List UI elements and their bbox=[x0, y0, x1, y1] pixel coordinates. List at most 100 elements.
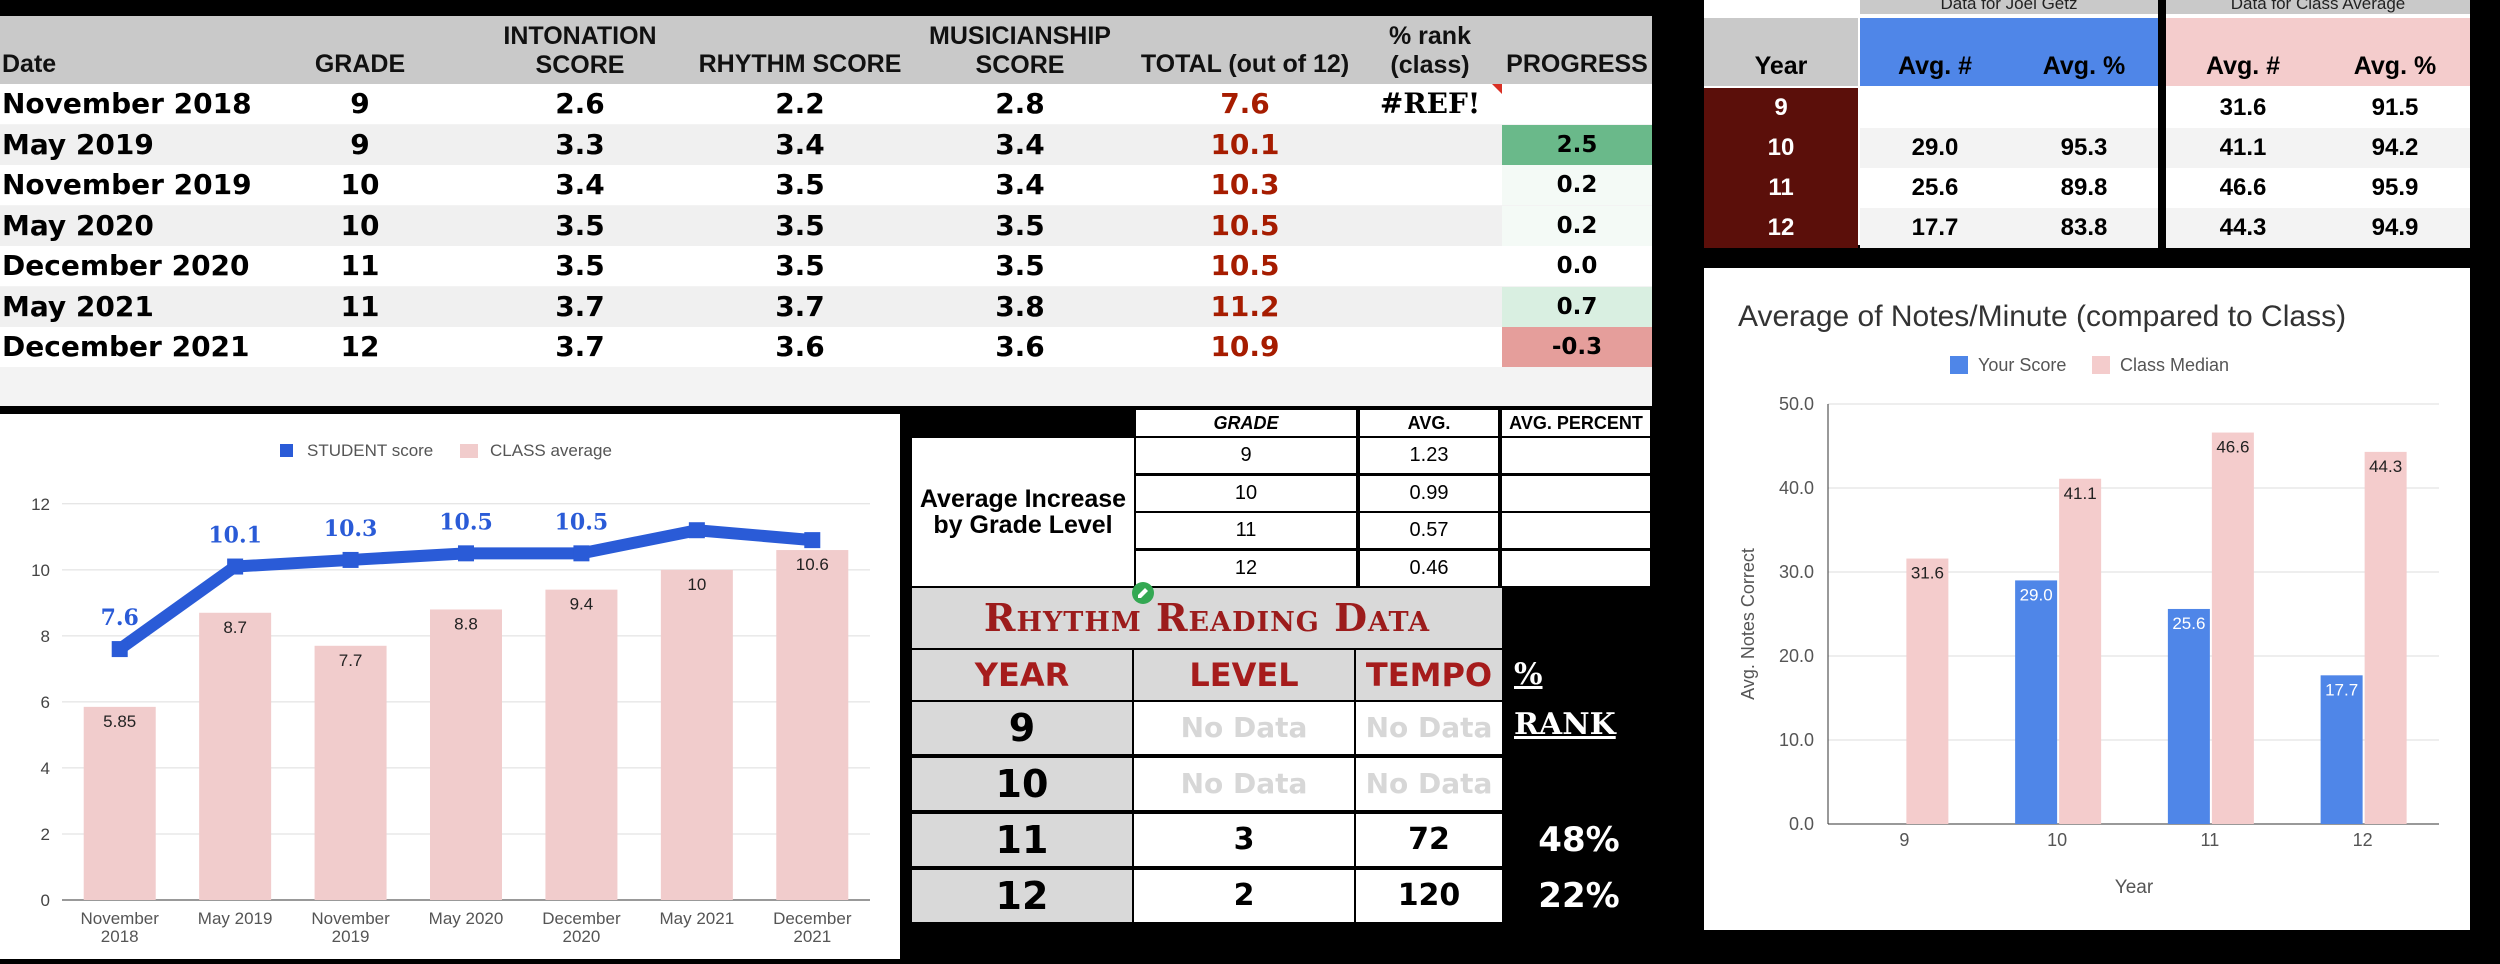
score-cell-grade: 9 bbox=[350, 127, 370, 161]
legend-swatch-class bbox=[460, 444, 478, 458]
score-cell-total: 10.1 bbox=[1210, 127, 1280, 161]
score-cell-musicianship: 3.8 bbox=[995, 289, 1045, 323]
data-avg-p bbox=[2010, 88, 2158, 128]
score-cell-rhythm: 3.4 bbox=[775, 127, 825, 161]
score-table: Date GRADE INTONATION SCORE RHYTHM SCORE… bbox=[0, 16, 1652, 406]
score-cell-rhythm: 3.5 bbox=[775, 249, 825, 282]
score-cell-musicianship: 3.4 bbox=[995, 168, 1045, 201]
bar-class-average bbox=[199, 612, 272, 900]
rr-tempo: No Data bbox=[1356, 758, 1502, 810]
student-score-label: 10.5 bbox=[439, 509, 493, 535]
avg-increase-table: Average Increase by Grade Level GRADE AVG… bbox=[910, 410, 1652, 586]
x-tick-label: November 2019 bbox=[311, 909, 390, 946]
rr-rank: 22% bbox=[1538, 876, 1620, 916]
rr-header-1: LEVEL bbox=[1134, 650, 1354, 700]
rr-tempo: No Data bbox=[1356, 702, 1502, 754]
ai-cell-grade: 12 bbox=[1136, 550, 1356, 586]
score-cell-total: 7.6 bbox=[1220, 87, 1270, 120]
bar-label: 7.7 bbox=[339, 651, 363, 670]
rr-year: 10 bbox=[912, 758, 1132, 810]
bar-your-score bbox=[2015, 580, 2058, 824]
y-tick-label: 0 bbox=[41, 891, 50, 910]
data-c-avg_p: 95.9 bbox=[2320, 168, 2470, 208]
score-row: December 2021 12 3.7 3.6 3.6 10.9 -0.3 bbox=[0, 327, 1652, 367]
y-tick-label: 2 bbox=[41, 825, 50, 844]
score-row: May 2021 11 3.7 3.7 3.8 11.2 0.7 bbox=[0, 286, 1652, 327]
rr-header-0: YEAR bbox=[912, 650, 1132, 700]
bar-class-median bbox=[2211, 432, 2254, 824]
score-cell-progress: 0.7 bbox=[1502, 286, 1652, 327]
data-avg-n: 17.7 bbox=[1860, 208, 2010, 248]
bar-label: 17.7 bbox=[2325, 680, 2358, 699]
legend-label-student: STUDENT score bbox=[307, 441, 433, 460]
data-avg-p: 89.8 bbox=[2010, 168, 2158, 208]
y-tick-label: 8 bbox=[41, 627, 50, 646]
header-total: TOTAL (out of 12) bbox=[1140, 50, 1350, 78]
score-cell-rank bbox=[1370, 165, 1490, 205]
data-c-avg_n: 46.6 bbox=[2166, 168, 2320, 208]
legend-swatch-your-score bbox=[1950, 356, 1968, 374]
bar-class-median bbox=[2364, 451, 2407, 824]
data-avg-p: 95.3 bbox=[2010, 128, 2158, 168]
y-tick-label: 6 bbox=[41, 693, 50, 712]
score-cell-progress: -0.3 bbox=[1502, 327, 1652, 367]
x-tick-label: 9 bbox=[1899, 830, 1909, 850]
score-row: November 2019 10 3.4 3.5 3.4 10.3 0.2 bbox=[0, 165, 1652, 205]
x-tick-label: December 2021 bbox=[773, 909, 852, 946]
score-cell-progress: 0.2 bbox=[1502, 165, 1652, 205]
rr-level: 3 bbox=[1134, 814, 1354, 866]
score-cell-rhythm: 3.7 bbox=[775, 289, 825, 323]
score-cell-musicianship: 3.4 bbox=[995, 127, 1045, 161]
header-grade: GRADE bbox=[314, 50, 406, 78]
score-cell-total: 10.5 bbox=[1210, 208, 1280, 242]
score-cell-intonation: 3.7 bbox=[555, 289, 605, 323]
data-avg-n: 29.0 bbox=[1860, 128, 2010, 168]
comment-marker-icon[interactable] bbox=[1492, 84, 1502, 94]
score-cell-grade: 10 bbox=[340, 168, 380, 201]
score-cell-rhythm: 3.5 bbox=[775, 208, 825, 242]
ai-cell-inc: 0.46 bbox=[1360, 550, 1498, 586]
score-cell-rank: #REF! bbox=[1379, 87, 1481, 120]
header-rhythm: RHYTHM SCORE bbox=[698, 50, 902, 78]
y-tick-label: 10 bbox=[31, 561, 50, 580]
score-cell-intonation: 3.5 bbox=[555, 249, 605, 282]
data-avg-n bbox=[1860, 88, 2010, 128]
rr-tempo: 120 bbox=[1356, 870, 1502, 922]
score-cell-grade: 9 bbox=[350, 87, 370, 120]
bar-class-average bbox=[83, 706, 156, 900]
ai-cell-pct bbox=[1502, 475, 1650, 511]
bar-label: 5.85 bbox=[103, 712, 136, 731]
score-cell-rhythm: 3.6 bbox=[775, 330, 825, 363]
notes-per-minute-chart-svg: Average of Notes/Minute (compared to Cla… bbox=[1738, 300, 2439, 898]
score-cell-date: November 2018 bbox=[2, 87, 252, 120]
data-c-avg_n: 31.6 bbox=[2166, 88, 2320, 128]
header-joel-avg-num: Avg. # bbox=[1860, 18, 2010, 86]
notes-per-minute-chart: Average of Notes/Minute (compared to Cla… bbox=[1704, 268, 2470, 930]
rr-level: No Data bbox=[1134, 702, 1354, 754]
student-score-chart-svg: STUDENT score CLASS average 0 2 4 6 8 10 12 5.85 N… bbox=[31, 441, 870, 946]
bar-label: 44.3 bbox=[2369, 457, 2402, 476]
ai-header-0: GRADE bbox=[1136, 410, 1356, 436]
bar-label: 31.6 bbox=[1911, 564, 1944, 583]
edit-pencil-icon[interactable] bbox=[1132, 582, 1154, 604]
legend-label-class: CLASS average bbox=[490, 441, 612, 460]
y-tick-label: 50.0 bbox=[1779, 394, 1814, 414]
score-cell-rank bbox=[1370, 246, 1490, 286]
notes-data-table: Data for Joel Getz Data for Class Averag… bbox=[1704, 0, 2470, 248]
score-cell-intonation: 3.4 bbox=[555, 168, 605, 201]
bar-label: 46.6 bbox=[2216, 438, 2249, 457]
rr-level: No Data bbox=[1134, 758, 1354, 810]
data-c-avg_p: 94.2 bbox=[2320, 128, 2470, 168]
data-c-avg_n: 41.1 bbox=[2166, 128, 2320, 168]
y-tick-label: 20.0 bbox=[1779, 646, 1814, 666]
y-axis-label: Avg. Notes Correct bbox=[1738, 548, 1758, 700]
header-date: Date bbox=[2, 50, 57, 78]
rr-year: 12 bbox=[912, 870, 1132, 922]
student-score-point bbox=[458, 545, 474, 562]
score-table-header: Date GRADE INTONATION SCORE RHYTHM SCORE… bbox=[0, 16, 1652, 84]
header-joel-avg-pct: Avg. % bbox=[2010, 18, 2158, 86]
legend-label-your-score: Your Score bbox=[1978, 355, 2066, 375]
ai-cell-pct bbox=[1502, 513, 1650, 548]
header-intonation: INTONATION SCORE bbox=[503, 22, 657, 79]
bar-label: 41.1 bbox=[2064, 484, 2097, 503]
